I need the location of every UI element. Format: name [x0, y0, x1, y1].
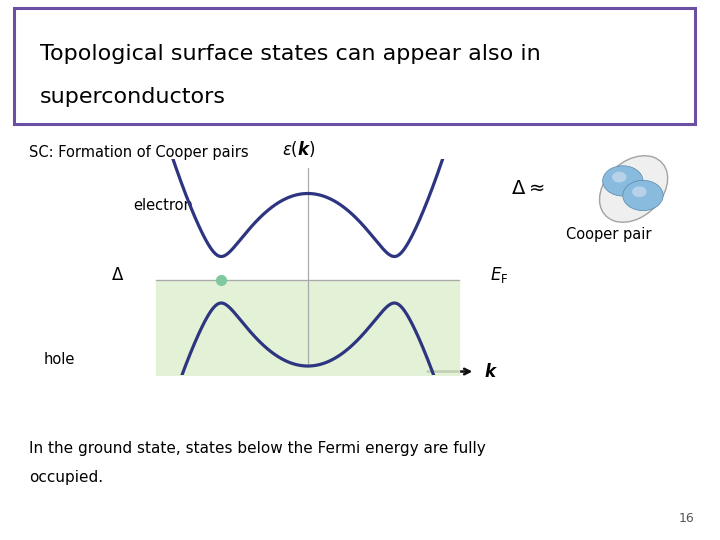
Text: In the ground state, states below the Fermi energy are fully: In the ground state, states below the Fe… — [29, 441, 485, 456]
Text: occupied.: occupied. — [29, 470, 103, 485]
Text: $\varepsilon(\boldsymbol{k})$: $\varepsilon(\boldsymbol{k})$ — [282, 139, 315, 159]
Text: superconductors: superconductors — [40, 87, 225, 107]
Circle shape — [623, 180, 663, 211]
Circle shape — [612, 172, 626, 183]
Ellipse shape — [600, 156, 667, 222]
Circle shape — [603, 166, 643, 196]
Text: $\Delta$: $\Delta$ — [112, 266, 125, 285]
FancyBboxPatch shape — [14, 8, 695, 124]
Text: SC: Formation of Cooper pairs: SC: Formation of Cooper pairs — [29, 145, 248, 160]
Text: hole: hole — [43, 352, 75, 367]
Text: 16: 16 — [679, 512, 695, 525]
Text: electron: electron — [133, 198, 193, 213]
Text: Topological surface states can appear also in: Topological surface states can appear al… — [40, 44, 540, 64]
Circle shape — [632, 186, 647, 197]
Text: $\Delta \approx$: $\Delta \approx$ — [511, 179, 544, 199]
Text: $E_\mathrm{F}$: $E_\mathrm{F}$ — [490, 265, 508, 286]
Text: Cooper pair: Cooper pair — [566, 227, 651, 242]
Text: $\boldsymbol{k}$: $\boldsymbol{k}$ — [484, 362, 498, 381]
